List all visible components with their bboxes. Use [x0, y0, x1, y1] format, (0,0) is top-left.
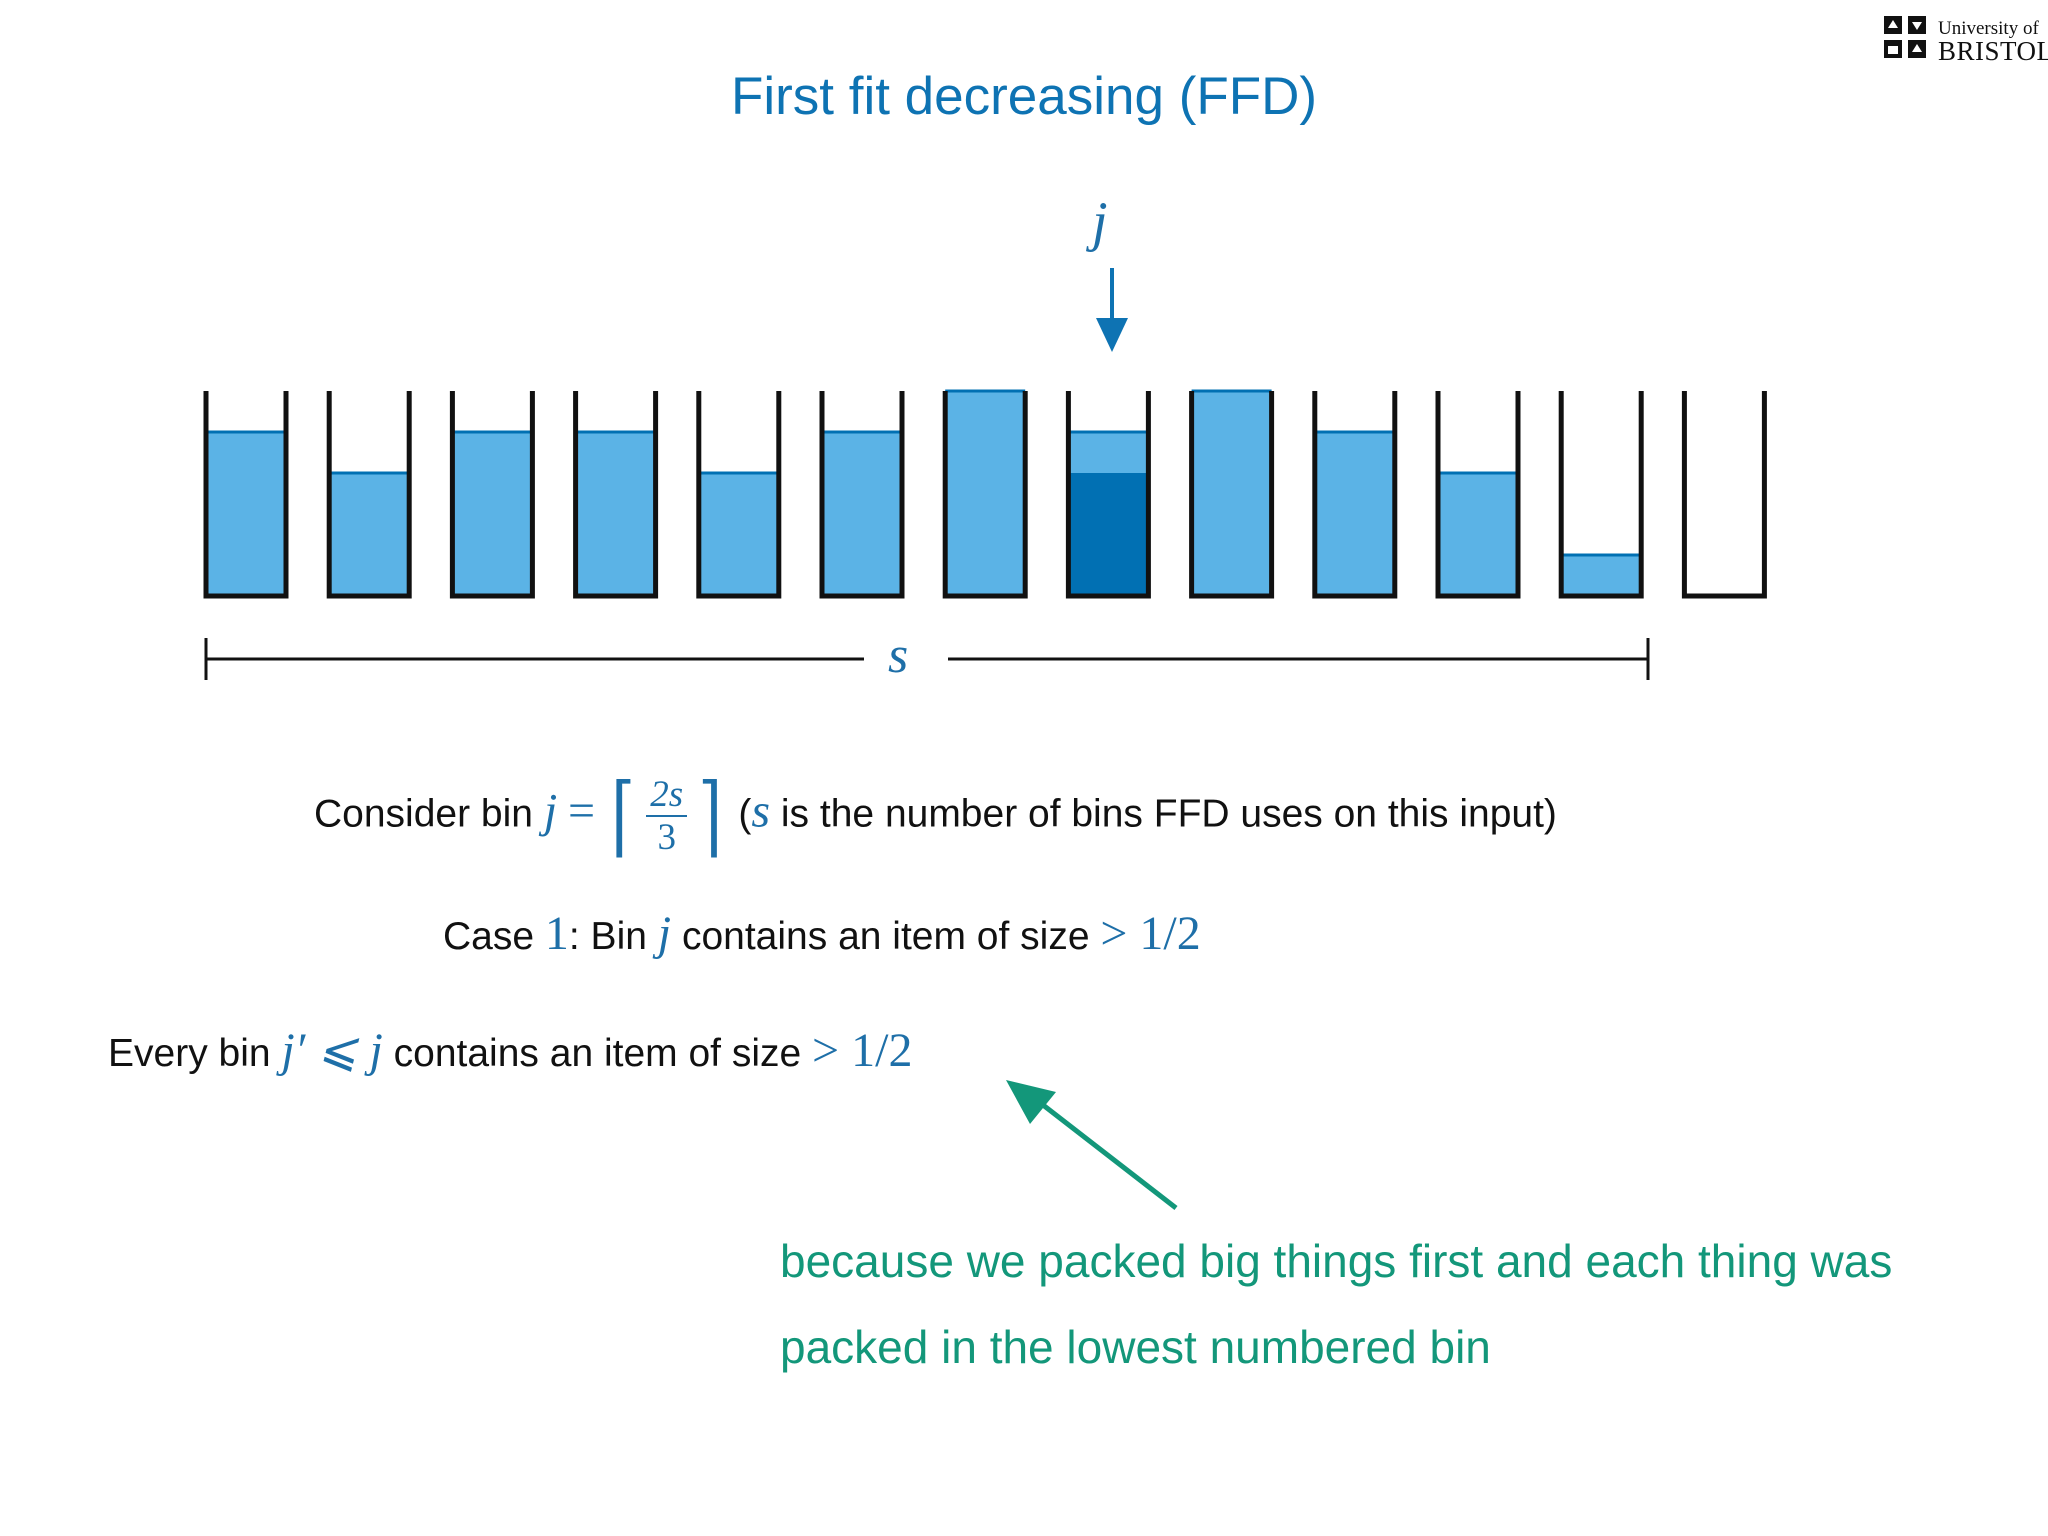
bin-item-light — [1314, 432, 1395, 596]
consider-var-j: j — [543, 784, 558, 838]
consider-prefix: Consider bin — [314, 792, 533, 836]
bin-outline — [1312, 391, 1398, 599]
annotation-line2: packed in the lowest numbered bin — [780, 1321, 1491, 1373]
case-mid: : Bin — [568, 915, 647, 958]
bin-outline — [696, 391, 782, 599]
bin-outline — [819, 391, 905, 599]
case-bound: > 1/2 — [1100, 907, 1201, 960]
bin-6 — [819, 391, 905, 599]
annotation-line1: because we packed big things first and e… — [780, 1235, 1893, 1287]
bin-outline — [449, 391, 535, 599]
bin-item-light — [452, 432, 533, 596]
university-logo: University of BRISTOL — [1882, 14, 2048, 66]
consider-line: Consider bin j = ⌈ 2s 3 ⌉ (s is the number … — [314, 772, 1557, 860]
bin-item-light — [1561, 555, 1642, 596]
fraction: 2s 3 — [646, 776, 688, 858]
every-inequality: j′ ⩽ j — [281, 1024, 383, 1077]
bin-5 — [696, 391, 782, 599]
bins-group — [203, 389, 1767, 599]
bin-3 — [449, 391, 535, 599]
bin-outline — [1189, 391, 1275, 599]
bin-item-light — [822, 432, 902, 596]
bin-13 — [1681, 391, 1767, 599]
fraction-denominator: 3 — [657, 817, 676, 858]
bin-item-light — [698, 473, 779, 596]
consider-var-s: s — [751, 784, 771, 838]
every-bin-line: Every bin j′ ⩽ j contains an item of siz… — [108, 1022, 912, 1078]
case-text: contains an item of size — [681, 915, 1090, 958]
bin-outline — [1558, 391, 1644, 599]
bin-outline — [326, 391, 412, 599]
logo-crest-icon — [1884, 16, 1926, 58]
bin-2 — [326, 391, 412, 599]
case-var-j: j — [657, 907, 672, 960]
ceil-left-bracket: ⌈ — [611, 764, 636, 867]
annotation-arrow-head — [1006, 1080, 1056, 1124]
bin-10 — [1312, 391, 1398, 599]
bin-item-dark — [1068, 473, 1149, 596]
bin-outline — [942, 391, 1028, 599]
ceil-right-bracket: ⌉ — [698, 764, 723, 867]
case-number: 1 — [544, 907, 569, 960]
case-line: Case 1: Bin j contains an item of size >… — [443, 906, 1201, 961]
case-word: Case — [443, 915, 535, 958]
bin-1 — [203, 391, 289, 599]
bin-item-light — [206, 432, 286, 596]
every-bound: > 1/2 — [812, 1024, 913, 1077]
bin-item-light — [1438, 473, 1518, 596]
logo-line2: BRISTOL — [1938, 36, 2048, 66]
bin-12 — [1558, 391, 1644, 599]
bin-outline — [1681, 391, 1767, 599]
bin-11 — [1435, 391, 1521, 599]
consider-equals: = — [568, 784, 596, 838]
bin-outline — [1065, 391, 1151, 599]
bin-9 — [1189, 389, 1275, 599]
bin-4 — [573, 391, 659, 599]
every-prefix: Every bin — [108, 1032, 271, 1075]
bin-item-light — [329, 473, 410, 596]
fraction-numerator: 2s — [646, 776, 688, 817]
slide-title: First fit decreasing (FFD) — [730, 67, 1318, 126]
bin-packing-diagram — [203, 268, 1767, 680]
bin-item-light — [575, 432, 656, 596]
bin-marker-label: j — [1092, 191, 1108, 253]
span-label: s — [888, 627, 909, 684]
bin-item-light — [945, 391, 1026, 596]
bin-7 — [942, 389, 1028, 599]
bin-outline — [203, 391, 289, 599]
bin-item-light — [1191, 391, 1272, 596]
bin-outline — [1435, 391, 1521, 599]
bin-8 — [1065, 391, 1151, 599]
bin-outline — [573, 391, 659, 599]
consider-suffix: is the number of bins FFD uses on this i… — [780, 792, 1557, 836]
annotation-arrow-shaft — [1032, 1096, 1178, 1210]
consider-open-paren: ( — [738, 792, 752, 836]
logo-line1: University of — [1938, 18, 2039, 39]
bin-marker-arrow-head — [1096, 318, 1128, 352]
every-text: contains an item of size — [393, 1032, 802, 1075]
